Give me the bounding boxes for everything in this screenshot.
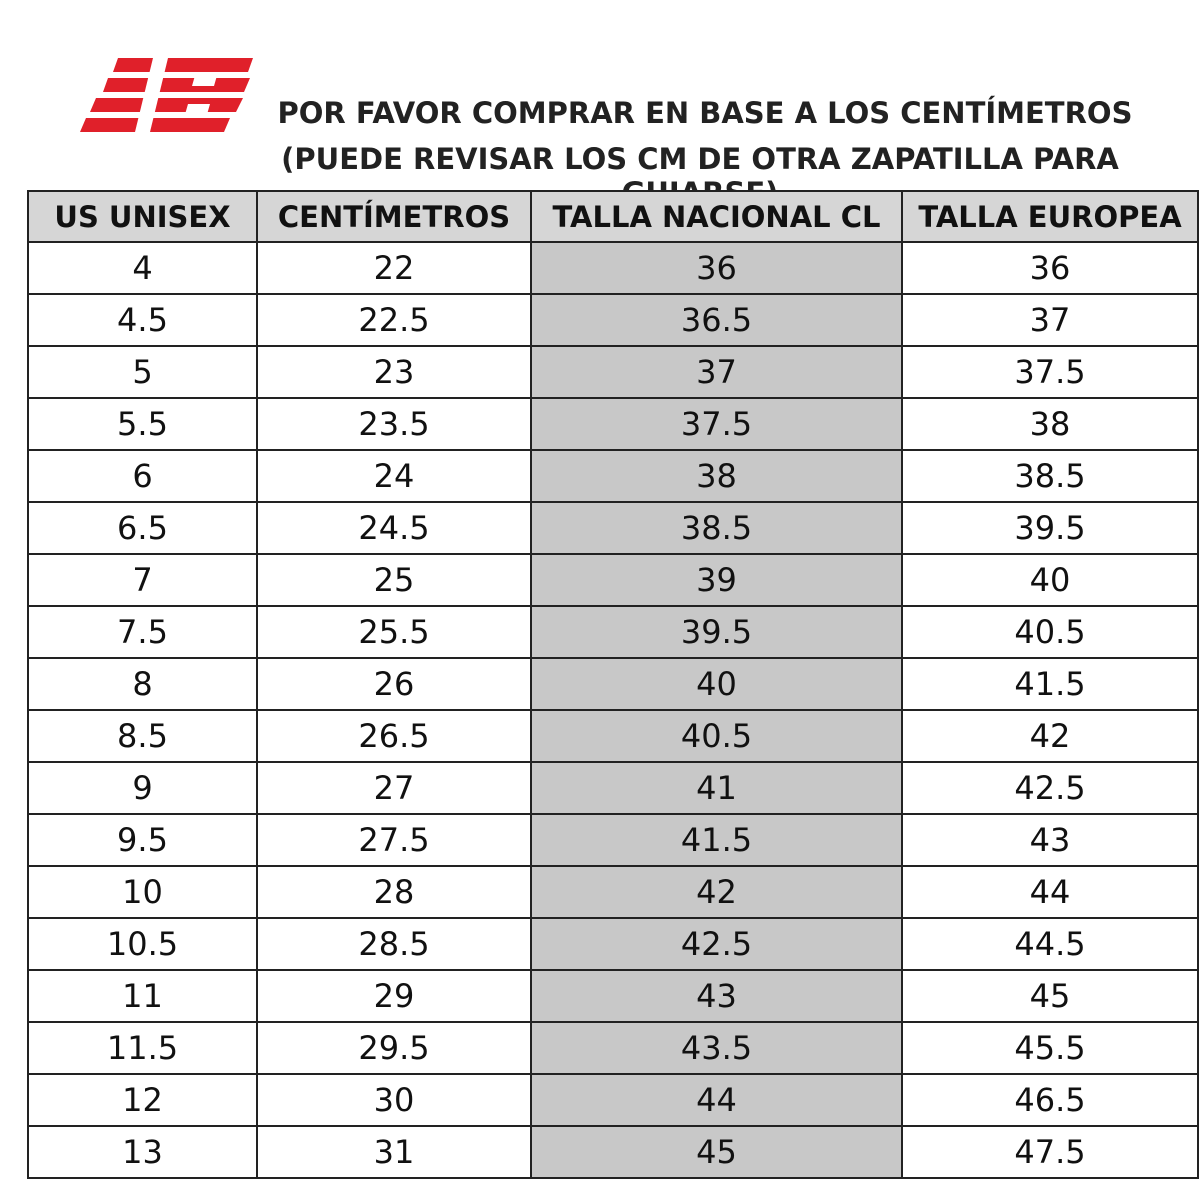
table-cell: 41.5 <box>901 657 1199 711</box>
table-cell: 36 <box>901 241 1199 295</box>
table-cell: 27.5 <box>256 813 532 867</box>
table-row: 4 22 36 36 <box>27 241 1199 295</box>
table-row: 5.5 23.5 37.5 38 <box>27 397 1199 451</box>
table-cell: 42 <box>530 865 903 919</box>
table-cell: 47.5 <box>901 1125 1199 1179</box>
table-row: 5 23 37 37.5 <box>27 345 1199 399</box>
table-row: 12 30 44 46.5 <box>27 1073 1199 1127</box>
column-header: US UNISEX <box>27 190 258 243</box>
table-cell: 10 <box>27 865 258 919</box>
table-cell: 44.5 <box>901 917 1199 971</box>
table-cell: 9 <box>27 761 258 815</box>
table-cell: 24.5 <box>256 501 532 555</box>
table-cell: 40 <box>530 657 903 711</box>
table-cell: 36 <box>530 241 903 295</box>
table-row: 6 24 38 38.5 <box>27 449 1199 503</box>
table-cell: 6.5 <box>27 501 258 555</box>
table-cell: 8.5 <box>27 709 258 763</box>
table-cell: 44 <box>530 1073 903 1127</box>
table-cell: 39.5 <box>901 501 1199 555</box>
table-cell: 43 <box>530 969 903 1023</box>
table-cell: 10.5 <box>27 917 258 971</box>
column-header: TALLA EUROPEA <box>901 190 1199 243</box>
table-cell: 45.5 <box>901 1021 1199 1075</box>
table-cell: 40 <box>901 553 1199 607</box>
table-cell: 25.5 <box>256 605 532 659</box>
table-row: 7.5 25.5 39.5 40.5 <box>27 605 1199 659</box>
header-row: US UNISEX CENTÍMETROS TALLA NACIONAL CL TAL… <box>27 190 1199 243</box>
table-cell: 42 <box>901 709 1199 763</box>
table-row: 10 28 42 44 <box>27 865 1199 919</box>
table-cell: 43 <box>901 813 1199 867</box>
table-cell: 28.5 <box>256 917 532 971</box>
logo <box>80 58 253 132</box>
table-cell: 5.5 <box>27 397 258 451</box>
table-row: 4.5 22.5 36.5 37 <box>27 293 1199 347</box>
table-cell: 41.5 <box>530 813 903 867</box>
table-cell: 40.5 <box>901 605 1199 659</box>
table-cell: 7 <box>27 553 258 607</box>
table-cell: 6 <box>27 449 258 503</box>
column-header: TALLA NACIONAL CL <box>530 190 903 243</box>
table-row: 10.5 28.5 42.5 44.5 <box>27 917 1199 971</box>
table-cell: 4 <box>27 241 258 295</box>
table-cell: 13 <box>27 1125 258 1179</box>
table-cell: 11 <box>27 969 258 1023</box>
table-row: 7 25 39 40 <box>27 553 1199 607</box>
table-cell: 37 <box>530 345 903 399</box>
table-cell: 41 <box>530 761 903 815</box>
table-row: 8.5 26.5 40.5 42 <box>27 709 1199 763</box>
size-table: US UNISEX CENTÍMETROS TALLA NACIONAL CL TAL… <box>27 190 1199 1179</box>
table-cell: 5 <box>27 345 258 399</box>
table-cell: 45 <box>901 969 1199 1023</box>
table-cell: 42.5 <box>901 761 1199 815</box>
table-cell: 25 <box>256 553 532 607</box>
table-cell: 44 <box>901 865 1199 919</box>
table-cell: 37 <box>901 293 1199 347</box>
table-cell: 11.5 <box>27 1021 258 1075</box>
table-row: 8 26 40 41.5 <box>27 657 1199 711</box>
table-cell: 28 <box>256 865 532 919</box>
table-cell: 23 <box>256 345 532 399</box>
table-cell: 39 <box>530 553 903 607</box>
table-cell: 4.5 <box>27 293 258 347</box>
table-cell: 12 <box>27 1073 258 1127</box>
table-row: 6.5 24.5 38.5 39.5 <box>27 501 1199 555</box>
table-cell: 36.5 <box>530 293 903 347</box>
table-cell: 42.5 <box>530 917 903 971</box>
table-cell: 38.5 <box>901 449 1199 503</box>
table-cell: 26 <box>256 657 532 711</box>
table-cell: 37.5 <box>530 397 903 451</box>
table-cell: 22 <box>256 241 532 295</box>
table-cell: 46.5 <box>901 1073 1199 1127</box>
table-cell: 29 <box>256 969 532 1023</box>
table-cell: 24 <box>256 449 532 503</box>
table-cell: 37.5 <box>901 345 1199 399</box>
table-cell: 40.5 <box>530 709 903 763</box>
table-cell: 22.5 <box>256 293 532 347</box>
table-cell: 8 <box>27 657 258 711</box>
table-cell: 31 <box>256 1125 532 1179</box>
table-cell: 27 <box>256 761 532 815</box>
table-cell: 38.5 <box>530 501 903 555</box>
table-cell: 38 <box>901 397 1199 451</box>
table-cell: 30 <box>256 1073 532 1127</box>
table-cell: 45 <box>530 1125 903 1179</box>
table-cell: 39.5 <box>530 605 903 659</box>
table-cell: 38 <box>530 449 903 503</box>
column-header: CENTÍMETROS <box>256 190 532 243</box>
table-cell: 7.5 <box>27 605 258 659</box>
table-row: 13 31 45 47.5 <box>27 1125 1199 1179</box>
table-cell: 43.5 <box>530 1021 903 1075</box>
table-cell: 26.5 <box>256 709 532 763</box>
table-row: 9.5 27.5 41.5 43 <box>27 813 1199 867</box>
table-cell: 9.5 <box>27 813 258 867</box>
table-row: 11 29 43 45 <box>27 969 1199 1023</box>
table-cell: 23.5 <box>256 397 532 451</box>
title-line: POR FAVOR COMPRAR EN BASE A LOS CENTÍMET… <box>277 96 1133 130</box>
table-row: 11.5 29.5 43.5 45.5 <box>27 1021 1199 1075</box>
table-row: 9 27 41 42.5 <box>27 761 1199 815</box>
table-cell: 29.5 <box>256 1021 532 1075</box>
